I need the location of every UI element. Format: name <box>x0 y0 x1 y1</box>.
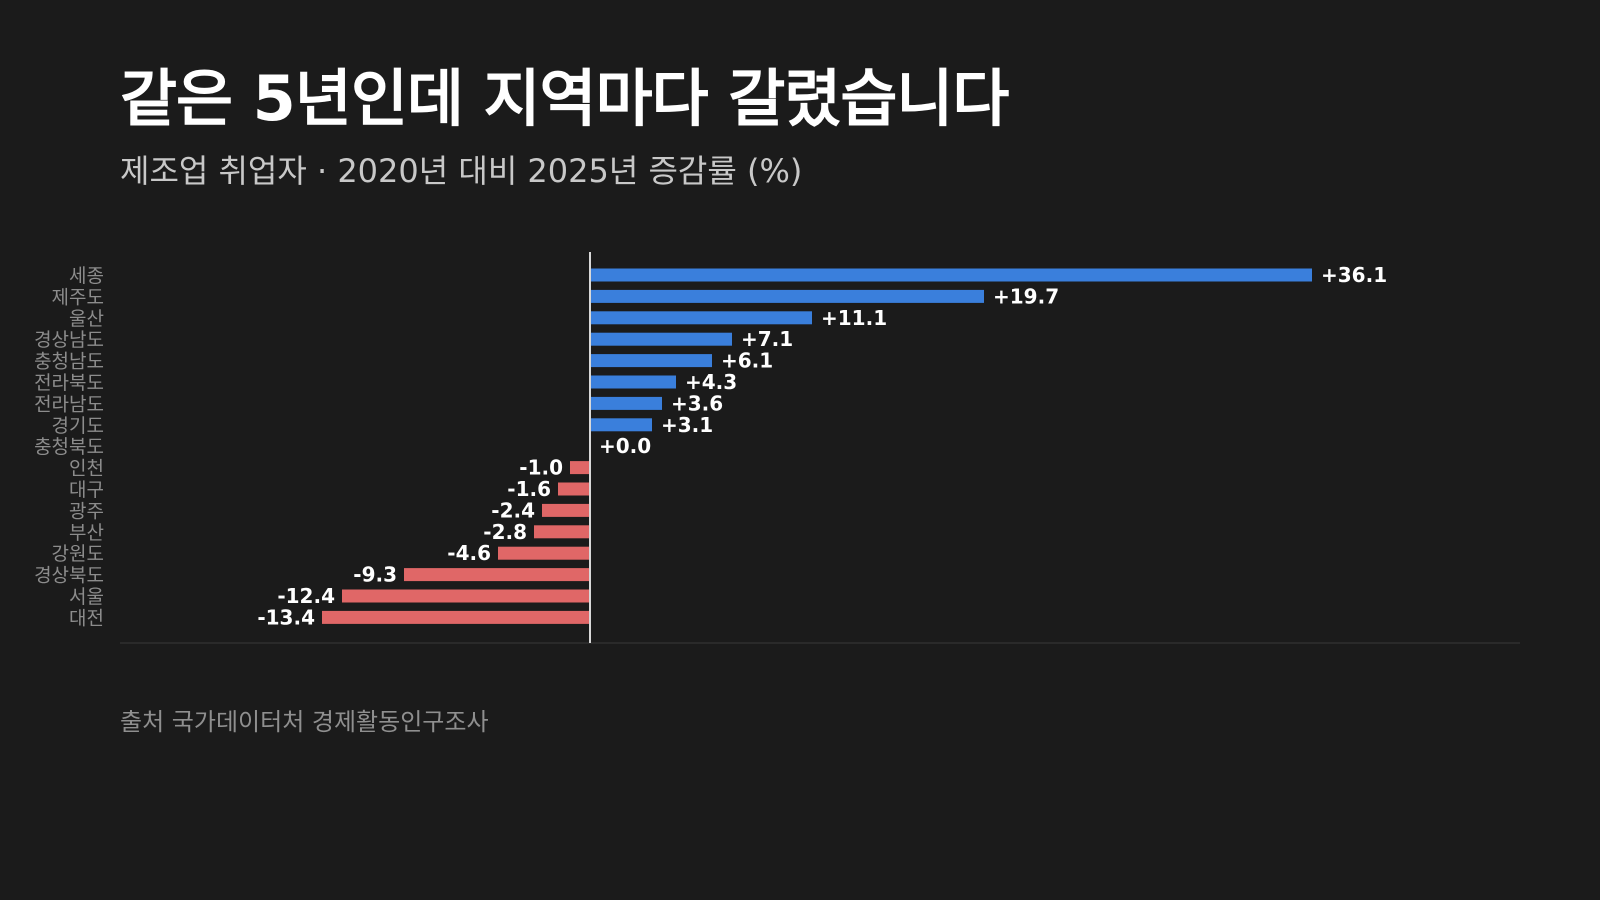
bar <box>590 268 1312 282</box>
category-label: 울산 <box>69 308 104 330</box>
value-label: -2.8 <box>483 520 527 544</box>
bar <box>498 546 590 560</box>
bar <box>570 461 590 475</box>
bar <box>322 610 590 624</box>
category-label: 세종 <box>69 265 104 287</box>
category-label: 대구 <box>69 479 104 501</box>
category-label: 전라북도 <box>34 372 104 394</box>
value-label: -9.3 <box>353 563 397 587</box>
value-label: -4.6 <box>447 541 491 565</box>
category-label: 서울 <box>69 586 104 608</box>
value-label: +19.7 <box>993 284 1059 308</box>
value-label: +11.1 <box>821 306 887 330</box>
bar <box>590 311 812 325</box>
bar <box>542 503 590 517</box>
bar <box>590 289 984 303</box>
category-label: 경상남도 <box>34 329 104 351</box>
value-label: +0.0 <box>599 434 651 458</box>
category-label: 광주 <box>69 500 104 522</box>
category-label: 대전 <box>69 607 104 629</box>
bar <box>590 375 676 389</box>
value-label: -13.4 <box>257 605 315 629</box>
value-label: +3.1 <box>661 413 713 437</box>
chart-title: 같은 5년인데 지역마다 갈렸습니다 <box>120 62 1009 135</box>
value-label: +4.3 <box>685 370 737 394</box>
source-note: 출처 국가데이터처 경제활동인구조사 <box>120 708 489 736</box>
value-label: -1.6 <box>507 477 551 501</box>
bar <box>558 482 590 496</box>
category-label: 강원도 <box>52 543 104 565</box>
category-label: 제주도 <box>52 286 104 308</box>
value-label: -12.4 <box>277 584 335 608</box>
category-label: 전라남도 <box>34 393 104 415</box>
bar <box>404 568 590 582</box>
value-label: +7.1 <box>741 327 793 351</box>
bars-group: 세종 +36.1 제주도 +19.7 울산 +11.1 경상남도 +7.1 충청남도 +6.1 전라… <box>34 263 1387 629</box>
bar <box>342 589 590 603</box>
value-label: +3.6 <box>671 391 723 415</box>
category-label: 충청남도 <box>34 351 104 373</box>
bar <box>534 525 590 539</box>
category-label: 충청북도 <box>34 436 104 458</box>
bar <box>590 418 652 432</box>
value-label: -1.0 <box>519 456 563 480</box>
value-label: -2.4 <box>491 498 535 522</box>
category-label: 부산 <box>69 522 104 544</box>
bar <box>590 354 712 368</box>
value-label: +6.1 <box>721 349 773 373</box>
category-label: 경상북도 <box>34 565 104 587</box>
value-label: +36.1 <box>1321 263 1387 287</box>
category-label: 경기도 <box>52 415 104 437</box>
category-label: 인천 <box>69 458 104 480</box>
chart-subtitle: 제조업 취업자 · 2020년 대비 2025년 증감률 (%) <box>120 152 803 190</box>
bar <box>590 396 662 410</box>
bar <box>590 332 732 346</box>
